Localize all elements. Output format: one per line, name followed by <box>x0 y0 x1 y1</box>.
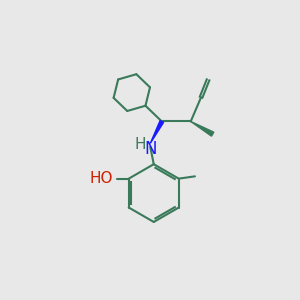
Polygon shape <box>150 121 164 143</box>
Text: HO: HO <box>89 171 113 186</box>
Text: H: H <box>134 136 146 152</box>
Text: N: N <box>144 140 157 158</box>
Polygon shape <box>191 122 214 136</box>
